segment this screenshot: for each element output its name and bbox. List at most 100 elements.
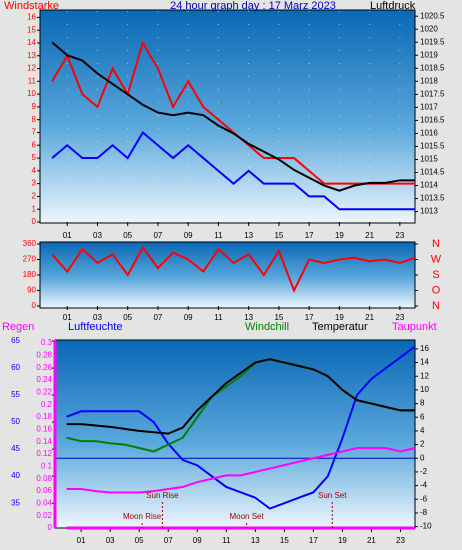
plot-area — [39, 241, 416, 309]
y2-tick-label: 1017.5 — [420, 89, 445, 98]
y2-tick-label: 1019.5 — [420, 37, 445, 46]
y2-tick-label: 16 — [420, 344, 429, 353]
y2-tick-label: N — [432, 300, 440, 312]
y2-tick-label: 1015.5 — [420, 142, 445, 151]
y2-tick-label: 1020 — [420, 24, 438, 33]
x-tick-label: 09 — [193, 536, 202, 545]
y2-tick-label: 1018.5 — [420, 63, 445, 72]
x-tick-label: 23 — [396, 536, 405, 545]
y-tick-label: 1 — [32, 204, 37, 213]
y3-tick-label: 0.24 — [36, 375, 52, 384]
x-tick-label: 15 — [274, 313, 283, 322]
y2-tick-label: -8 — [420, 508, 428, 517]
y-tick-label: 0 — [32, 301, 37, 310]
y2-tick-label: 1019 — [420, 50, 438, 59]
x-tick-label: 23 — [395, 231, 404, 240]
x-tick-label: 09 — [184, 231, 193, 240]
x-tick-label: 21 — [365, 313, 374, 322]
x-tick-label: 13 — [244, 231, 253, 240]
y-axis-label: Windstarke — [4, 0, 59, 12]
y-tick-label: 12 — [27, 64, 36, 73]
y-tick-label: 2 — [32, 192, 37, 201]
y2-tick-label: S — [432, 269, 439, 281]
legend-label: Luftfeuchte — [68, 321, 122, 333]
y-tick-label: 50 — [11, 417, 20, 426]
x-tick-label: 17 — [305, 313, 314, 322]
y-tick-label: 5 — [32, 153, 37, 162]
y3-tick-label: 0.1 — [41, 461, 53, 470]
y-tick-label: 9 — [32, 102, 37, 111]
y-tick-label: 270 — [23, 255, 37, 264]
x-tick-label: 13 — [244, 313, 253, 322]
y3-tick-label: 0.14 — [36, 437, 52, 446]
y2-axis-label: Luftdruck — [370, 0, 416, 12]
y-tick-label: 40 — [11, 471, 20, 480]
y3-tick-label: 0.02 — [36, 511, 52, 520]
x-tick-label: 11 — [214, 313, 223, 322]
y2-tick-label: 0 — [420, 453, 425, 462]
y3-tick-label: 0.28 — [36, 351, 52, 360]
y2-tick-label: 4 — [420, 426, 425, 435]
y-tick-label: 65 — [11, 336, 20, 345]
y2-tick-label: 1014.5 — [420, 168, 445, 177]
y3-tick-label: 0.06 — [36, 486, 52, 495]
y-tick-label: 11 — [28, 76, 37, 85]
y-tick-label: 90 — [27, 286, 36, 295]
x-tick-label: 01 — [63, 313, 72, 322]
y-tick-label: 360 — [23, 239, 37, 248]
y3-tick-label: 0.16 — [36, 424, 52, 433]
y2-tick-label: 1018 — [420, 76, 438, 85]
series-line — [51, 245, 416, 294]
series-line — [66, 447, 416, 494]
y3-tick-label: 0.12 — [36, 449, 52, 458]
y2-tick-label: 1020.5 — [420, 11, 445, 20]
y2-tick-label: N — [432, 238, 440, 250]
x-tick-label: 03 — [93, 231, 102, 240]
y2-tick-label: -4 — [420, 481, 428, 490]
y2-tick-label: 10 — [420, 385, 429, 394]
y-tick-label: 16 — [27, 13, 36, 22]
x-tick-label: 03 — [93, 313, 102, 322]
y-tick-label: 3 — [32, 179, 37, 188]
annotation: Moon Rise — [123, 512, 162, 521]
x-tick-label: 11 — [222, 536, 231, 545]
x-tick-label: 19 — [335, 231, 344, 240]
y2-tick-label: 1013 — [420, 207, 438, 216]
y3-tick-label: 0.18 — [36, 412, 52, 421]
chart-title: 24 hour graph day : 17 Marz 2023 — [170, 0, 336, 12]
legend-label: Temperatur — [312, 321, 368, 333]
x-tick-label: 09 — [184, 313, 193, 322]
y2-tick-label: 2 — [420, 440, 425, 449]
y-tick-label: 14 — [27, 38, 36, 47]
x-tick-label: 23 — [395, 313, 404, 322]
x-tick-label: 05 — [123, 313, 132, 322]
x-tick-label: 07 — [164, 536, 173, 545]
x-tick-label: 19 — [338, 536, 347, 545]
y3-tick-label: 0.26 — [36, 363, 52, 372]
y3-tick-label: 0 — [48, 523, 53, 532]
plot-area — [39, 9, 416, 224]
y-tick-label: 60 — [11, 363, 20, 372]
x-tick-label: 15 — [274, 231, 283, 240]
y-tick-label: 8 — [32, 115, 37, 124]
x-tick-label: 05 — [135, 536, 144, 545]
x-tick-label: 01 — [63, 231, 72, 240]
y-tick-label: 7 — [32, 128, 37, 137]
plot-area — [54, 339, 416, 529]
y2-tick-label: 12 — [420, 371, 429, 380]
x-tick-label: 03 — [106, 536, 115, 545]
y2-tick-label: 1016.5 — [420, 116, 445, 125]
y3-tick-label: 0.04 — [36, 498, 52, 507]
y-tick-label: 15 — [27, 25, 36, 34]
y2-tick-label: 6 — [420, 412, 425, 421]
y2-tick-label: 1016 — [420, 129, 438, 138]
y2-tick-label: 1014 — [420, 181, 438, 190]
y-tick-label: 180 — [23, 270, 37, 279]
y-tick-label: 6 — [32, 140, 37, 149]
x-tick-label: 13 — [251, 536, 260, 545]
y3-tick-label: 0.3 — [41, 338, 53, 347]
annotation: Sun Rise — [146, 491, 179, 500]
annotation: Moon Set — [229, 512, 264, 521]
y2-tick-label: W — [431, 253, 442, 265]
y-tick-label: 0 — [32, 217, 37, 226]
